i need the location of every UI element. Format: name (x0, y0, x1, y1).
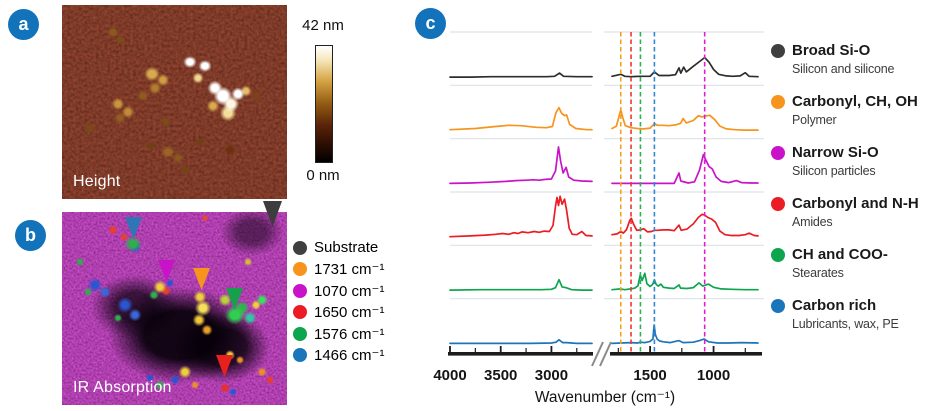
legend-item-1650: 1650 cm⁻¹ (293, 302, 384, 324)
1070-color-dot-icon (293, 283, 307, 298)
ch-coo-dot-icon (771, 248, 785, 262)
ir-image-surface (62, 212, 287, 405)
svg-text:Wavenumber (cm⁻¹): Wavenumber (cm⁻¹) (535, 389, 675, 406)
ir-wavenumber-legend: Substrate 1731 cm⁻¹ 1070 cm⁻¹ 1650 cm⁻¹ … (293, 237, 384, 366)
legend-item-carbonyl-ch-oh: Carbonyl, CH, OH Polymer (771, 92, 947, 129)
narrow-si-o-dot-icon (771, 146, 785, 160)
colorbar-max-label: 42 nm (302, 17, 344, 34)
svg-text:4000: 4000 (433, 367, 466, 384)
carbon-rich-dot-icon (771, 299, 785, 313)
height-particle-blobs (62, 5, 287, 199)
height-colorbar (315, 45, 333, 163)
legend-item-carbonyl-n-h: Carbonyl and N-H Amides (771, 194, 947, 231)
panel-b-badge: b (15, 220, 46, 251)
carbonyl-ch-oh-dot-icon (771, 95, 785, 109)
afm-height-image: Height (62, 5, 287, 199)
substrate-color-dot-icon (293, 240, 307, 255)
panel-c-badge-letter: c (425, 13, 436, 33)
colorbar-min-label: 0 nm (306, 167, 340, 184)
svg-text:3000: 3000 (535, 367, 568, 384)
ir-absorption-image: IR Absorption (62, 201, 287, 405)
legend-item-1731: 1731 cm⁻¹ (293, 259, 384, 281)
1466-color-dot-icon (293, 348, 307, 363)
legend-item-1576: 1576 cm⁻¹ (293, 323, 384, 345)
1576-color-dot-icon (293, 326, 307, 341)
1731-color-dot-icon (293, 262, 307, 277)
legend-item-carbon-rich: Carbon rich Lubricants, wax, PE (771, 296, 947, 333)
svg-text:1000: 1000 (697, 367, 730, 384)
panel-b-badge-letter: b (25, 225, 36, 245)
svg-text:3500: 3500 (484, 367, 517, 384)
height-image-surface (62, 5, 287, 199)
legend-item-broad-si-o: Broad Si-O Silicon and silicone (771, 41, 947, 78)
svg-text:1500: 1500 (633, 367, 666, 384)
legend-item-1070: 1070 cm⁻¹ (293, 280, 384, 302)
ir-image-label: IR Absorption (73, 379, 172, 396)
legend-item-1466: 1466 cm⁻¹ (293, 345, 384, 367)
height-image-label: Height (73, 173, 121, 190)
1650-color-dot-icon (293, 305, 307, 320)
legend-item-substrate: Substrate (293, 237, 384, 259)
ir-spectra-chart: 4000 3500 3000 1500 1000 Wavenumber (cm⁻¹) (433, 31, 764, 406)
panel-a-badge-letter: a (18, 14, 29, 34)
broad-si-o-dot-icon (771, 44, 785, 58)
spectra-legend: Broad Si-O Silicon and silicone Carbonyl… (771, 41, 947, 347)
legend-item-ch-coo: CH and COO- Stearates (771, 245, 947, 282)
carbonyl-n-h-dot-icon (771, 197, 785, 211)
panel-c-badge: c (415, 8, 446, 39)
panel-a-badge: a (8, 9, 39, 40)
ir-particle-blobs (62, 212, 287, 405)
legend-item-narrow-si-o: Narrow Si-O Silicon particles (771, 143, 947, 180)
